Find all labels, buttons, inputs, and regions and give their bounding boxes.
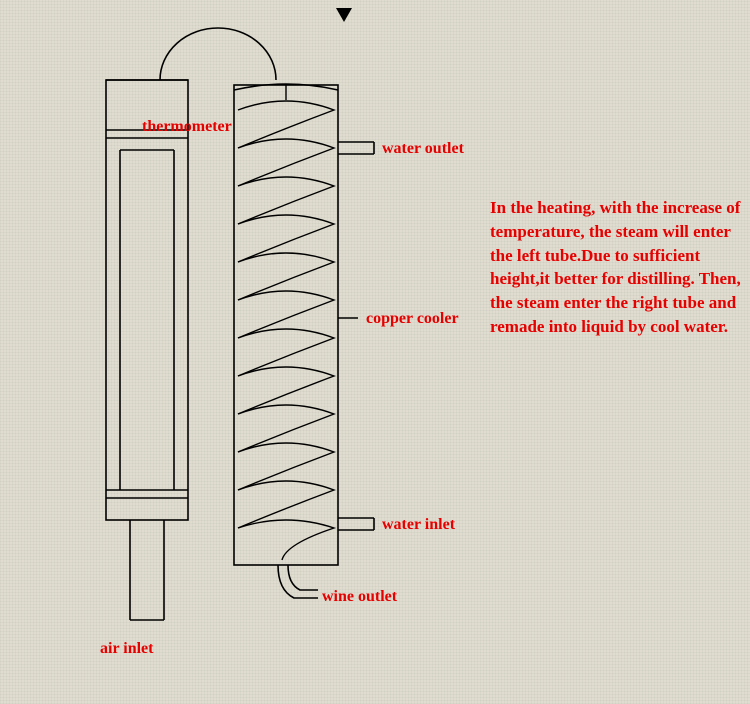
wine-outlet-label: wine outlet — [322, 588, 397, 606]
air-inlet-label: air inlet — [100, 640, 153, 658]
wine-outlet-pipe — [278, 565, 318, 598]
water-outlet-label: water outlet — [382, 140, 464, 158]
water-inlet-label: water inlet — [382, 516, 455, 534]
copper-coil — [238, 85, 334, 560]
right-tube-body — [234, 85, 338, 565]
copper-cooler-label: copper cooler — [366, 310, 459, 328]
pointer-triangle — [336, 8, 352, 22]
thermometer-label: thermometer — [142, 118, 232, 136]
left-tube-outer — [106, 80, 188, 520]
description-text: In the heating, with the increase of tem… — [490, 196, 750, 339]
connecting-arc — [160, 28, 276, 80]
